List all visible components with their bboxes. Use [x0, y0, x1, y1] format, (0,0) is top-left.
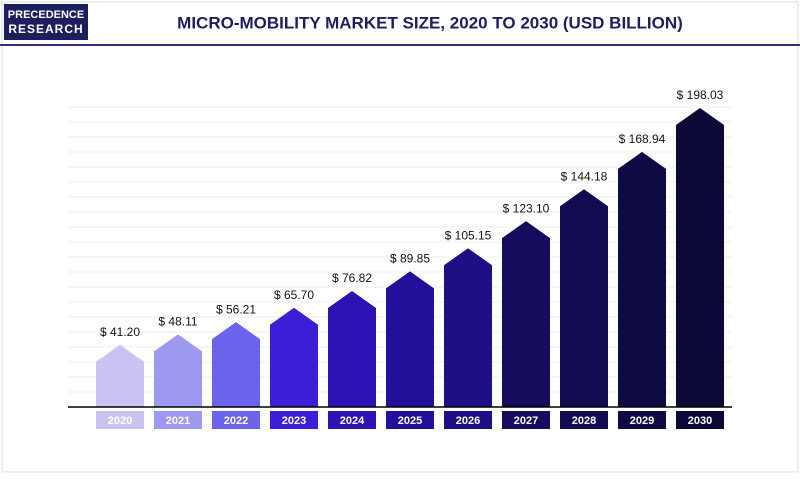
bar: [502, 221, 550, 407]
bar: [270, 307, 318, 407]
x-tick-label: 2025: [398, 415, 422, 427]
category-box: [386, 411, 434, 429]
x-tick-label: 2027: [514, 415, 538, 427]
value-label: $ 144.18: [561, 169, 608, 183]
category-box: [560, 411, 608, 429]
value-label: $ 56.21: [216, 302, 256, 316]
plot: $ 41.20 2020 $ 48.11 2021 $ 56.21 2022 $ 65.70…: [68, 88, 732, 429]
bar: [328, 291, 376, 407]
x-tick-label: 2020: [108, 415, 132, 427]
value-label: $ 105.15: [445, 228, 492, 242]
logo-text: PRECEDENCE: [8, 9, 84, 21]
bar: [560, 189, 608, 407]
bar: [676, 108, 724, 407]
value-label: $ 123.10: [503, 201, 550, 215]
x-tick-label: 2024: [340, 415, 365, 427]
value-label: $ 76.82: [332, 271, 372, 285]
category-box: [270, 411, 318, 429]
bar: [386, 271, 434, 407]
x-tick-label: 2029: [630, 415, 654, 427]
x-tick-label: 2030: [688, 415, 712, 427]
x-tick-label: 2022: [224, 415, 248, 427]
category-box: [212, 411, 260, 429]
value-label: $ 168.94: [619, 132, 666, 146]
logo-text: RESEARCH: [8, 22, 83, 36]
category-box: [618, 411, 666, 429]
bar: [96, 344, 144, 407]
bar: [618, 151, 666, 407]
chart-title: MICRO-MOBILITY MARKET SIZE, 2020 TO 2030…: [177, 13, 683, 32]
logo-box: [4, 4, 88, 40]
bar: [212, 322, 260, 407]
category-box: [676, 411, 724, 429]
x-tick-label: 2026: [456, 415, 480, 427]
bar: [154, 334, 202, 407]
x-tick-label: 2023: [282, 415, 306, 427]
value-label: $ 65.70: [274, 288, 314, 302]
category-box: [444, 411, 492, 429]
value-label: $ 48.11: [158, 315, 197, 329]
value-label: $ 89.85: [390, 252, 430, 266]
x-tick-label: 2021: [166, 415, 190, 427]
x-tick-label: 2028: [572, 415, 596, 427]
value-label: $ 198.03: [677, 88, 724, 102]
bar: [444, 248, 492, 407]
value-label: $ 41.20: [100, 325, 140, 339]
category-box: [328, 411, 376, 429]
category-box: [154, 411, 202, 429]
category-box: [96, 411, 144, 429]
category-box: [502, 411, 550, 429]
